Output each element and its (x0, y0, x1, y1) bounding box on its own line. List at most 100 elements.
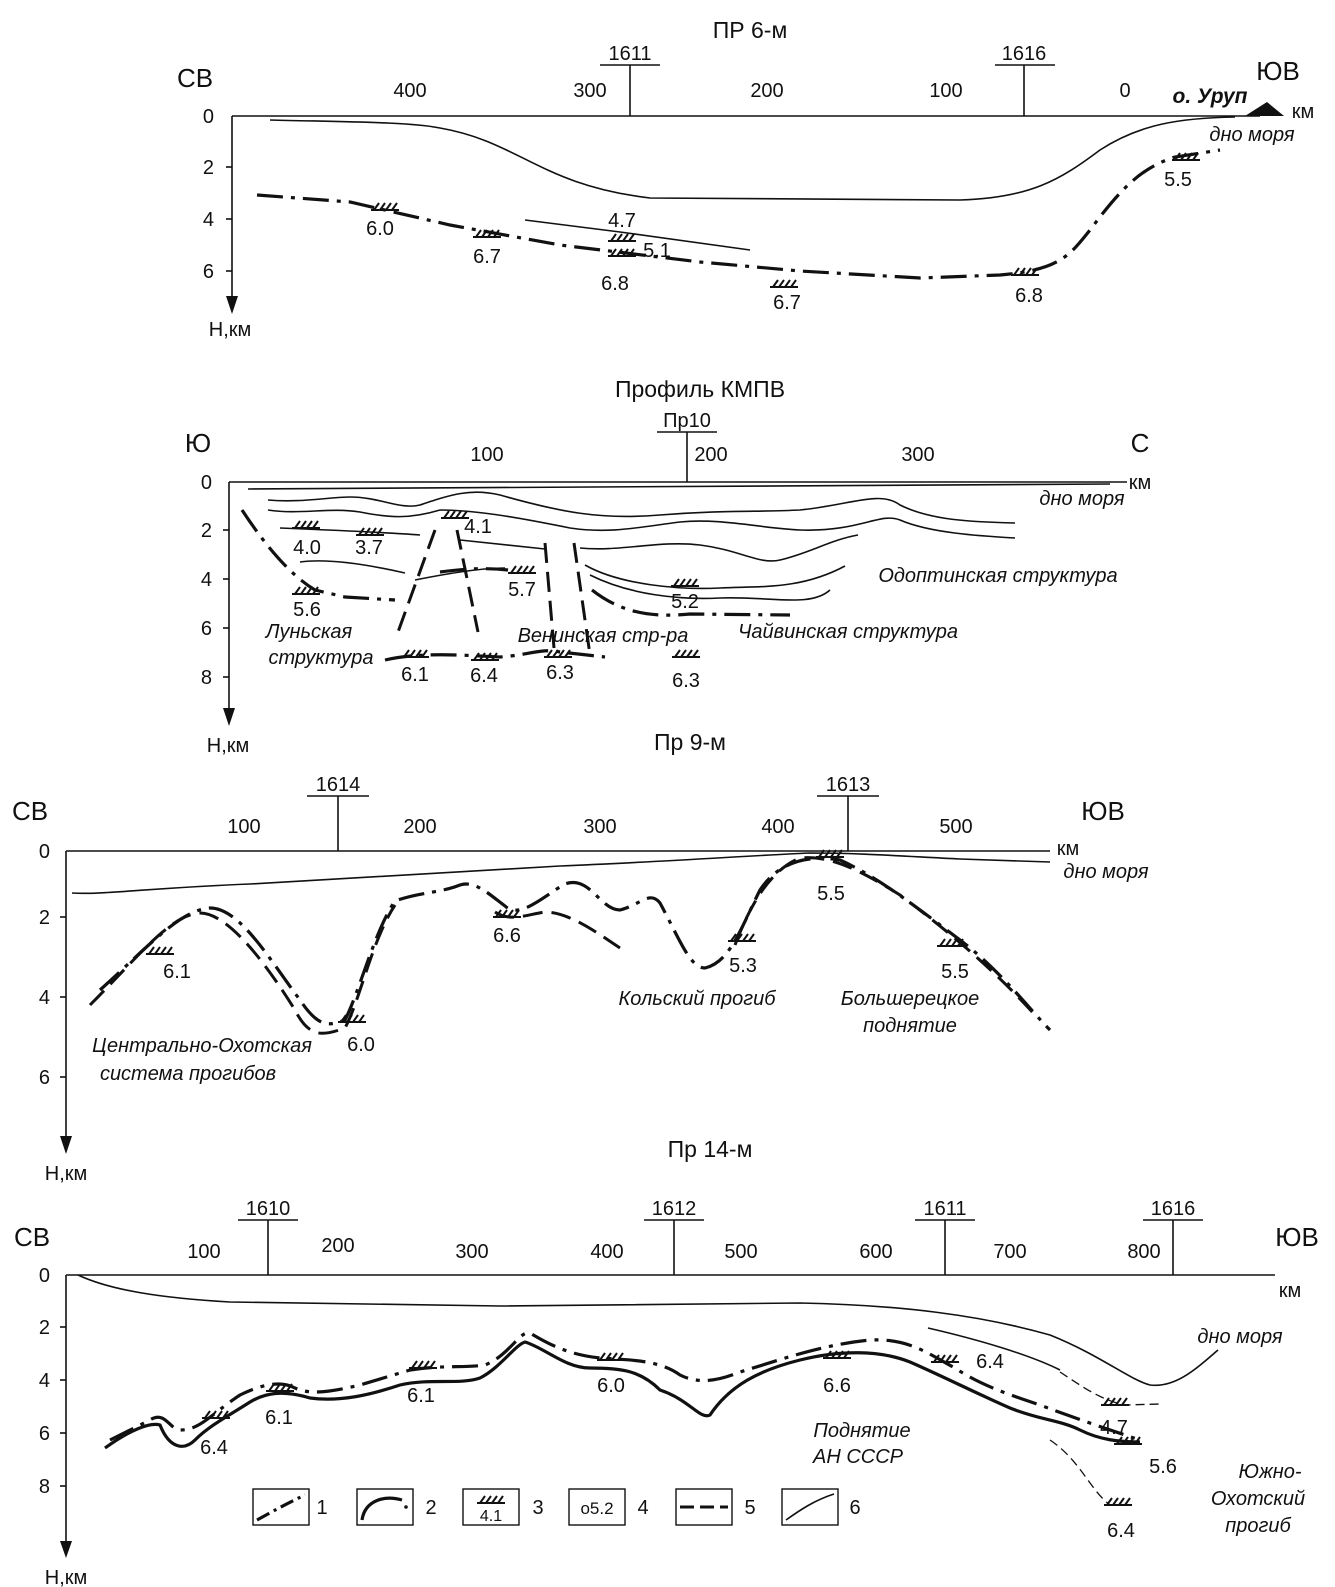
panel2-fault-4 (572, 542, 592, 656)
velocity-label: 4.1 (464, 516, 492, 538)
panel4-y-tick: 6 (39, 1423, 50, 1445)
velocity-label: 6.6 (493, 925, 521, 947)
velocity-label: 5.6 (1149, 1456, 1177, 1478)
panel2-fault-1 (396, 529, 437, 633)
panel-pr6: ПР 6-м СВ ЮВ км Н,км 0 2 4 6 400 300 200… (177, 17, 1314, 341)
panel2-title: Профиль КМПВ (615, 376, 785, 402)
panel2-horizon-d (279, 527, 421, 536)
panel1-x-tick: 100 (929, 80, 962, 102)
panel2-horizon-a (267, 491, 1016, 524)
legend-item-5: 5 (675, 1488, 756, 1526)
structure-label: Венинская стр-ра (518, 625, 689, 647)
panel1-y-tick: 6 (203, 261, 214, 283)
panel4-x-tick: 600 (859, 1241, 892, 1263)
velocity-label: 6.3 (672, 670, 700, 692)
panel1-left-end: СВ (177, 63, 213, 93)
velocity-label: 4.0 (293, 537, 321, 559)
panel3-right-end: ЮВ (1081, 796, 1125, 826)
panel2-y-tick: 2 (201, 520, 212, 542)
structure-label: система прогибов (100, 1063, 276, 1085)
structure-label: Поднятие (813, 1420, 910, 1442)
panel2-horizon-g (299, 560, 406, 574)
panel2-fault-2 (455, 529, 480, 633)
panel4-right-end: ЮВ (1275, 1222, 1319, 1252)
panel1-x-tick: 0 (1119, 80, 1130, 102)
panel2-y-tick: 6 (201, 618, 212, 640)
panel3-station-1613: 1613 (817, 774, 879, 851)
panel1-x-ticks: 400 300 200 100 0 (393, 80, 1130, 102)
panel4-slope-line (927, 1327, 1061, 1371)
velocity-label: 3.7 (355, 537, 383, 559)
legend-item-1: 1 (252, 1488, 328, 1526)
panel1-x-tick: 200 (750, 80, 783, 102)
panel2-horizon-i (589, 574, 831, 601)
island-uru-marker (1245, 102, 1284, 116)
structure-label: прогиб (1225, 1515, 1291, 1537)
panel4-basement-upper (109, 1331, 1141, 1442)
panel3-y-tick: 6 (39, 1067, 50, 1089)
panel3-x-tick: 200 (403, 816, 436, 838)
panel3-unit: км (1057, 838, 1080, 860)
panel2-right-end: С (1131, 428, 1150, 458)
panel2-y-ticks: 0 2 4 6 8 (201, 472, 229, 689)
panel-pr14: Пр 14-м СВ ЮВ км Н,км 0 2 4 6 8 100 200 … (14, 1136, 1319, 1587)
panel4-station-1616: 1616 (1143, 1198, 1203, 1275)
panel2-fault-3 (543, 542, 556, 649)
station-label: Пр10 (663, 410, 711, 432)
panel2-station-pr10: Пр10 (657, 410, 717, 482)
panel1-seafloor-line (269, 116, 1236, 201)
structure-label: Луньская (264, 621, 353, 643)
panel2-x-ticks: 100 200 300 (470, 444, 934, 466)
velocity-label: 6.4 (200, 1437, 228, 1459)
velocity-label: 6.4 (1107, 1520, 1135, 1542)
panel4-station-1610: 1610 (238, 1198, 298, 1275)
panel4-station-1612: 1612 (644, 1198, 704, 1275)
panel3-y-tick: 4 (39, 987, 50, 1009)
velocity-label: 6.6 (823, 1375, 851, 1397)
panel2-basement-chai (591, 588, 791, 617)
panel2-x-tick: 100 (470, 444, 503, 466)
panel4-x-tick: 800 (1127, 1241, 1160, 1263)
panel3-depth-label: Н,км (45, 1163, 88, 1185)
panel2-horizon-c (439, 509, 1016, 539)
panel-kmpv: Профиль КМПВ Ю С км Н,км 0 2 4 6 8 100 2… (185, 376, 1151, 757)
panel3-depth-arrow (60, 1136, 72, 1154)
panel3-left-end: СВ (12, 796, 48, 826)
panel4-x-ticks: 100 200 300 400 500 600 700 800 (187, 1235, 1160, 1263)
panel2-basement-deep (384, 649, 606, 662)
structure-label: Чайвинская структура (738, 621, 958, 643)
panel1-depth-label: Н,км (209, 319, 252, 341)
panel3-y-ticks: 0 2 4 6 (39, 841, 66, 1089)
legend-item-4: о5.2 4 (568, 1488, 649, 1526)
velocity-label: 5.6 (293, 599, 321, 621)
structure-label: Южно- (1239, 1461, 1302, 1483)
island-label: о. Уруп (1173, 85, 1248, 108)
legend-sample-velocity: 4.1 (480, 1508, 502, 1525)
panel1-right-end: ЮВ (1256, 56, 1300, 86)
legend-label: 4 (637, 1497, 648, 1519)
velocity-label: 5.7 (508, 579, 536, 601)
panel2-x-tick: 200 (694, 444, 727, 466)
velocity-label: 6.1 (401, 664, 429, 686)
panel1-seafloor-label: дно моря (1209, 124, 1294, 146)
panel1-y-ticks: 0 2 4 6 (203, 106, 232, 283)
panel1-basement-line (256, 148, 1221, 280)
panel2-y-tick: 4 (201, 569, 212, 591)
legend-label: 1 (316, 1497, 327, 1519)
panel2-unit: км (1129, 472, 1152, 494)
panel4-title: Пр 14-м (668, 1136, 753, 1162)
panel4-deep-dashed (1049, 1439, 1111, 1506)
station-label: 1616 (1151, 1198, 1196, 1220)
panel4-seafloor-line (77, 1274, 1219, 1387)
structure-label: Одоптинская структура (878, 565, 1117, 587)
velocity-label: 5.5 (1164, 169, 1192, 191)
panel4-x-tick: 700 (993, 1241, 1026, 1263)
panel1-y-tick: 0 (203, 106, 214, 128)
panel3-x-tick: 300 (583, 816, 616, 838)
panel1-layer-47 (524, 219, 751, 251)
legend-label: 6 (849, 1497, 860, 1519)
panel2-horizon-h (584, 564, 846, 590)
panel4-x-tick: 100 (187, 1241, 220, 1263)
velocity-label: 6.3 (546, 662, 574, 684)
panel-pr9: Пр 9-м СВ ЮВ км Н,км 0 2 4 6 100 200 300… (12, 729, 1149, 1185)
